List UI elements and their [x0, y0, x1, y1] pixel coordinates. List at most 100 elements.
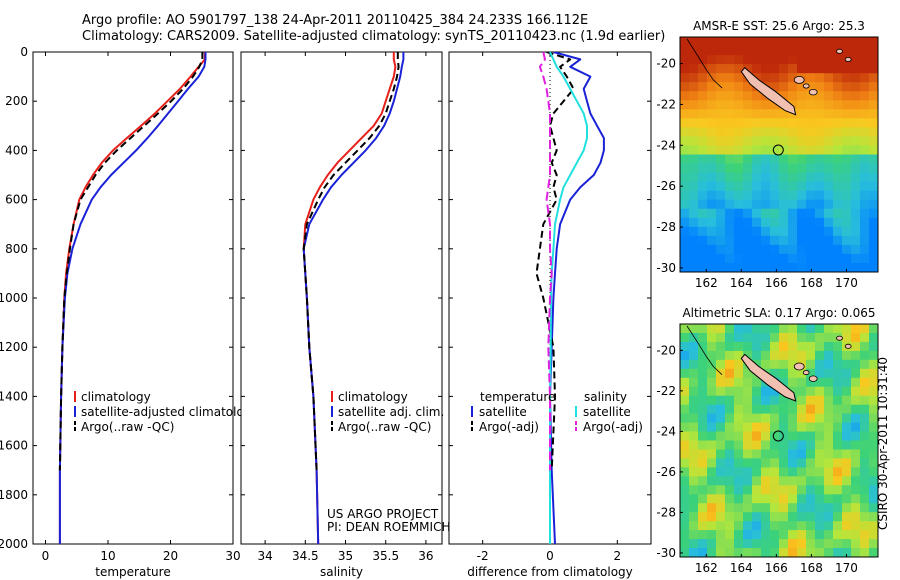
heatmap-cell [779, 512, 789, 522]
heatmap-cell [752, 485, 762, 495]
heatmap-cell [842, 190, 852, 201]
heatmap-cell [689, 503, 699, 513]
heatmap-cell [842, 253, 852, 264]
heatmap-cell [707, 476, 717, 486]
heatmap-cells [680, 324, 878, 557]
heatmap-cell [851, 253, 861, 264]
heatmap-cell [689, 539, 699, 549]
heatmap-cell [779, 530, 789, 540]
heatmap-cell [770, 494, 780, 504]
heatmap-cell [788, 530, 798, 540]
heatmap-cell [860, 136, 870, 146]
heatmap-cell [851, 539, 861, 549]
heatmap-cell [743, 530, 753, 540]
legend-label: satellite adj. clim. [338, 405, 444, 419]
heatmap-cell [680, 404, 690, 415]
heatmap-cell [770, 404, 780, 415]
heatmap-cell [725, 37, 735, 47]
heatmap-cell [761, 263, 771, 272]
heatmap-cell [770, 341, 780, 352]
heatmap-cell [833, 395, 843, 406]
heatmap-cell [869, 244, 878, 255]
heatmap-cell [680, 368, 690, 379]
heatmap-cell [806, 208, 816, 219]
heatmap-cell [725, 521, 735, 531]
heatmap-cell [833, 324, 843, 334]
heatmap-cell [761, 512, 771, 522]
heatmap-cell [806, 253, 816, 264]
heatmap-cell [842, 395, 852, 406]
heatmap-cell [698, 467, 708, 477]
heatmap-cell [851, 118, 861, 128]
heatmap-cell [698, 118, 708, 128]
heatmap-cell [770, 244, 780, 255]
heatmap-cell [734, 368, 744, 379]
heatmap-cell [842, 199, 852, 210]
heatmap-cell [806, 235, 816, 246]
heatmap-cell [806, 324, 816, 334]
heatmap-cell [743, 467, 753, 477]
island [793, 76, 805, 84]
heatmap-cell [734, 244, 744, 255]
heatmap-cell [815, 350, 825, 361]
heatmap-cell [842, 91, 852, 101]
heatmap-cell [770, 46, 780, 56]
heatmap-cell [680, 154, 690, 165]
heatmap-cell [788, 440, 798, 451]
y-tick-label: 1000 [0, 291, 28, 305]
heatmap-cell [779, 467, 789, 477]
heatmap-cell [779, 64, 789, 74]
heatmap-cells [680, 37, 878, 272]
heatmap-cell [698, 46, 708, 56]
heatmap-cell [752, 199, 762, 210]
heatmap-cell [860, 253, 870, 264]
heatmap-cell [716, 55, 726, 65]
heatmap-cell [842, 136, 852, 146]
heatmap-cell [743, 413, 753, 424]
heatmap-cell [797, 46, 807, 56]
heatmap-cell [797, 422, 807, 433]
heatmap-cell [716, 73, 726, 83]
heatmap-cell [860, 521, 870, 531]
heatmap-cell [779, 109, 789, 119]
heatmap-cell [707, 190, 717, 201]
heatmap-cell [716, 386, 726, 397]
heatmap-cell [770, 350, 780, 361]
heatmap-cell [851, 91, 861, 101]
heatmap-cell [743, 181, 753, 192]
heatmap-cell [689, 199, 699, 210]
heatmap-cell [824, 208, 834, 219]
heatmap-cell [734, 73, 744, 83]
heatmap-cell [698, 458, 708, 468]
heatmap-cell [734, 386, 744, 397]
heatmap-cell [788, 485, 798, 495]
heatmap-cell [707, 37, 717, 47]
heatmap-cell [680, 235, 690, 246]
heatmap-cell [797, 172, 807, 183]
heatmap-cell [833, 127, 843, 137]
heatmap-cell [761, 199, 771, 210]
x-tick-label: 0 [546, 549, 554, 563]
series-group [58, 52, 207, 544]
heatmap-cell [824, 395, 834, 406]
heatmap-cell [833, 199, 843, 210]
heatmap-cell [851, 404, 861, 415]
heatmap-cell [680, 359, 690, 370]
heatmap-cell [815, 476, 825, 486]
heatmap-cell [797, 530, 807, 540]
series-line-1 [535, 52, 575, 471]
heatmap-cell [833, 64, 843, 74]
heatmap-cell [788, 521, 798, 531]
heatmap-cell [689, 467, 699, 477]
heatmap-cell [788, 263, 798, 272]
heatmap-cell [869, 208, 878, 219]
heatmap-cell [680, 136, 690, 146]
heatmap-cell [797, 199, 807, 210]
y-tick-label: 200 [5, 94, 28, 108]
heatmap-cell [860, 226, 870, 237]
heatmap-cell [725, 395, 735, 406]
heatmap-cell [833, 413, 843, 424]
heatmap-cell [716, 208, 726, 219]
heatmap-cell [824, 127, 834, 137]
heatmap-cell [725, 181, 735, 192]
